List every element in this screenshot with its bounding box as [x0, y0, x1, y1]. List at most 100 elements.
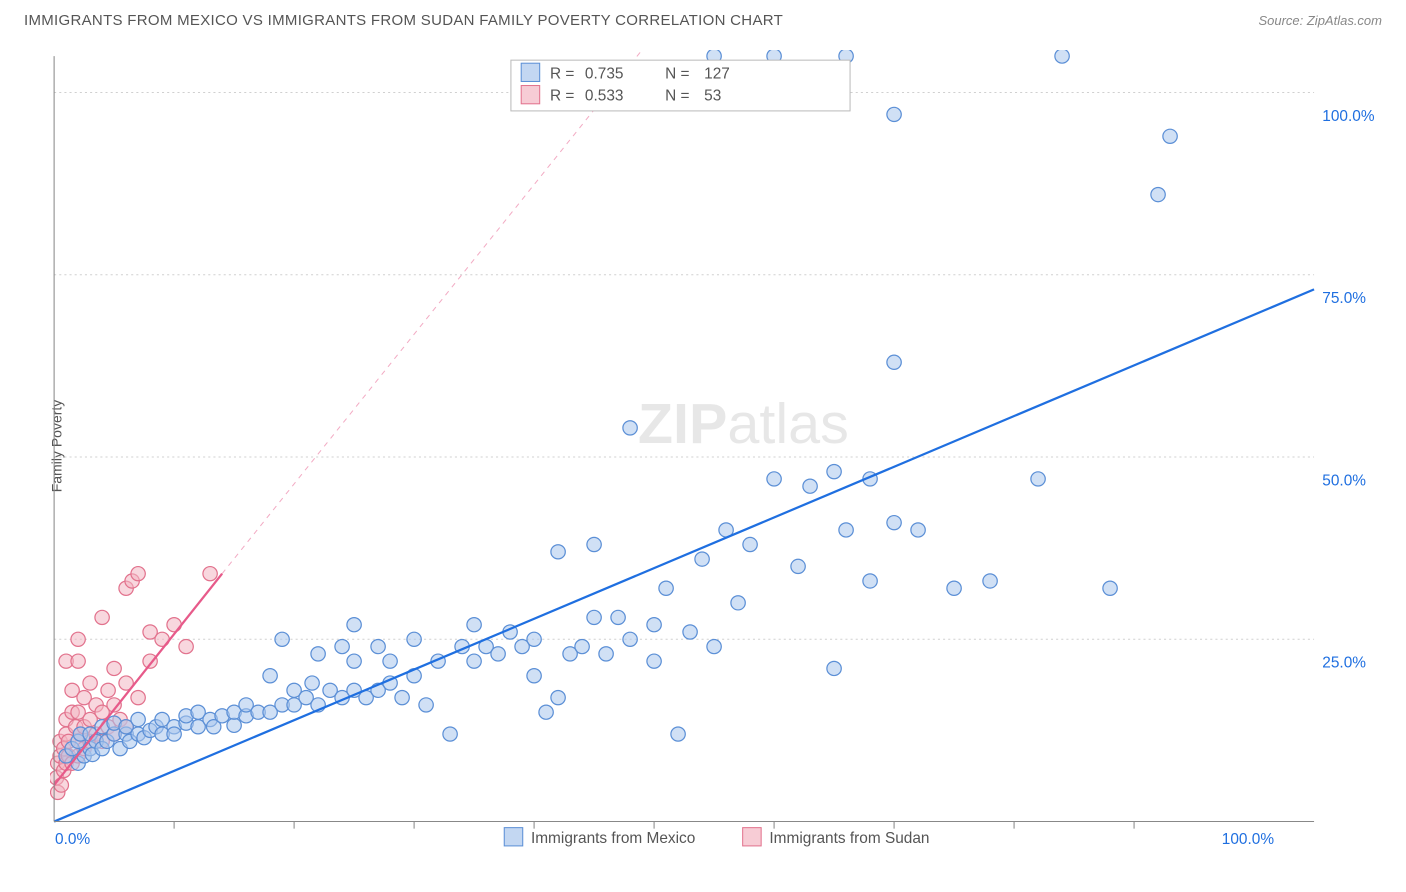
- data-point: [1151, 187, 1165, 201]
- data-point: [443, 727, 457, 741]
- data-point: [659, 581, 673, 595]
- data-point: [695, 552, 709, 566]
- data-point: [551, 545, 565, 559]
- data-point: [1031, 472, 1045, 486]
- data-point: [107, 661, 121, 675]
- data-point: [575, 639, 589, 653]
- data-point: [743, 537, 757, 551]
- data-point: [71, 654, 85, 668]
- series-0: [59, 50, 1177, 770]
- data-point: [803, 479, 817, 493]
- data-point: [767, 472, 781, 486]
- data-point: [83, 676, 97, 690]
- data-point: [731, 596, 745, 610]
- data-point: [611, 610, 625, 624]
- data-point: [791, 559, 805, 573]
- ytick-label: 25.0%: [1322, 655, 1366, 672]
- data-point: [335, 639, 349, 653]
- data-point: [131, 567, 145, 581]
- data-point: [887, 107, 901, 121]
- data-point: [551, 691, 565, 705]
- data-point: [227, 718, 241, 732]
- xtick-min: 0.0%: [55, 831, 91, 848]
- data-point: [683, 625, 697, 639]
- data-point: [647, 654, 661, 668]
- data-point: [383, 654, 397, 668]
- data-point: [179, 639, 193, 653]
- data-point: [395, 691, 409, 705]
- legend-N-value: 127: [704, 66, 730, 83]
- data-point: [54, 778, 68, 792]
- trend-line: [54, 574, 222, 785]
- bottom-legend-swatch: [743, 828, 761, 846]
- watermark: ZIPatlas: [638, 392, 849, 456]
- legend-R-label: R =: [550, 66, 574, 83]
- data-point: [371, 639, 385, 653]
- data-point: [71, 632, 85, 646]
- data-point: [263, 669, 277, 683]
- data-point: [887, 355, 901, 369]
- data-point: [311, 647, 325, 661]
- data-point: [467, 654, 481, 668]
- data-point: [839, 523, 853, 537]
- data-point: [983, 574, 997, 588]
- plot-area: 25.0% 50.0% 75.0% 100.0% ZIPatlas 0.0% 100.0% R…: [50, 50, 1386, 852]
- legend-N-label: N =: [665, 88, 689, 105]
- trend-line: [54, 289, 1314, 821]
- data-point: [527, 669, 541, 683]
- data-point: [587, 610, 601, 624]
- data-point: [911, 523, 925, 537]
- source-attribution: Source: ZipAtlas.com: [1258, 13, 1382, 28]
- data-point: [947, 581, 961, 595]
- data-point: [347, 618, 361, 632]
- data-point: [827, 661, 841, 675]
- data-point: [101, 683, 115, 697]
- data-point: [275, 632, 289, 646]
- bottom-legend-swatch: [504, 828, 522, 846]
- data-point: [95, 610, 109, 624]
- data-point: [539, 705, 553, 719]
- bottom-legend-label: Immigrants from Sudan: [769, 830, 929, 847]
- data-point: [203, 567, 217, 581]
- ytick-label: 100.0%: [1322, 108, 1375, 125]
- data-point: [131, 712, 145, 726]
- data-point: [1163, 129, 1177, 143]
- data-point: [707, 639, 721, 653]
- data-point: [527, 632, 541, 646]
- ytick-label: 50.0%: [1322, 473, 1366, 490]
- data-point: [623, 632, 637, 646]
- data-point: [419, 698, 433, 712]
- title-bar: IMMIGRANTS FROM MEXICO VS IMMIGRANTS FRO…: [0, 0, 1406, 29]
- data-point: [887, 516, 901, 530]
- data-point: [347, 654, 361, 668]
- source-name: ZipAtlas.com: [1307, 13, 1382, 28]
- data-point: [587, 537, 601, 551]
- data-point: [167, 618, 181, 632]
- data-point: [623, 421, 637, 435]
- data-point: [305, 676, 319, 690]
- data-point: [491, 647, 505, 661]
- data-point: [467, 618, 481, 632]
- legend-N-label: N =: [665, 66, 689, 83]
- legend-swatch: [521, 63, 539, 81]
- data-point: [131, 691, 145, 705]
- scatter-plot: 25.0% 50.0% 75.0% 100.0% ZIPatlas 0.0% 100.0% R…: [50, 50, 1386, 852]
- data-point: [407, 632, 421, 646]
- legend-swatch: [521, 86, 539, 104]
- chart-title: IMMIGRANTS FROM MEXICO VS IMMIGRANTS FRO…: [24, 12, 783, 29]
- data-point: [599, 647, 613, 661]
- data-point: [1103, 581, 1117, 595]
- trend-line-ext: [222, 50, 678, 574]
- data-point: [827, 465, 841, 479]
- data-point: [863, 574, 877, 588]
- data-point: [647, 618, 661, 632]
- legend-R-value: 0.533: [585, 88, 624, 105]
- legend-N-value: 53: [704, 88, 721, 105]
- legend-R-label: R =: [550, 88, 574, 105]
- legend-R-value: 0.735: [585, 66, 624, 83]
- data-point: [167, 727, 181, 741]
- data-point: [671, 727, 685, 741]
- ytick-label: 75.0%: [1322, 290, 1366, 307]
- xtick-max: 100.0%: [1222, 831, 1275, 848]
- source-prefix: Source:: [1258, 13, 1306, 28]
